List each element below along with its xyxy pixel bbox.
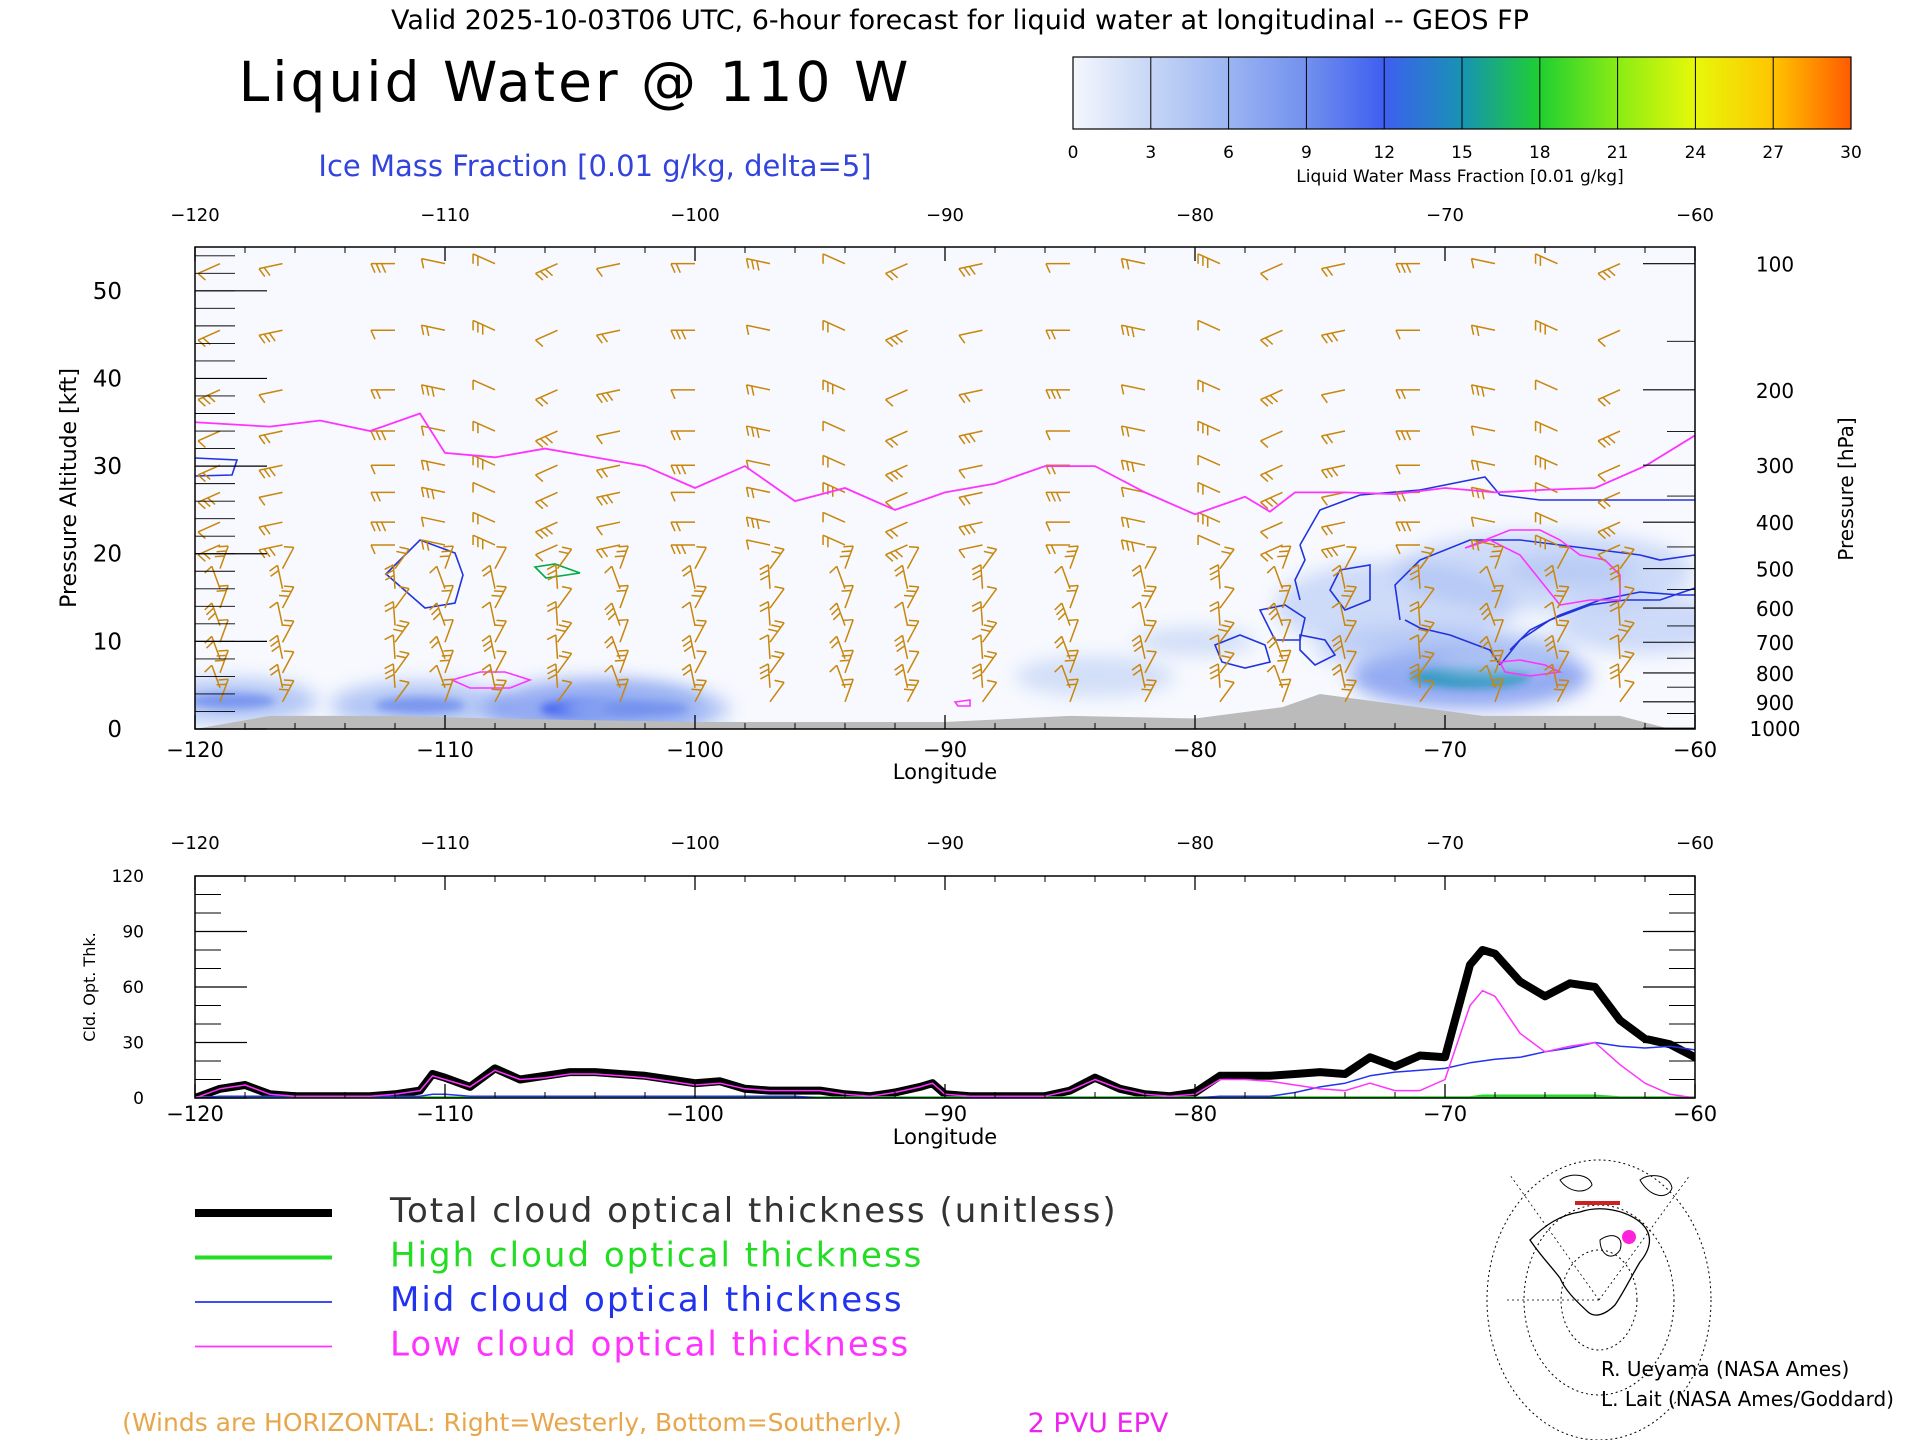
colorbar-tick-label: 6: [1223, 143, 1234, 163]
lower-x-tick-label-top: −80: [1176, 833, 1214, 854]
pressure-tick-label: 300: [1756, 454, 1794, 478]
colorbar-swatch: [1229, 57, 1307, 129]
liquid-water-blob: [1555, 594, 1735, 654]
lower-x-tick-label-top: −60: [1676, 833, 1714, 854]
liquid-water-core: [603, 701, 688, 716]
colorbar-label: Liquid Water Mass Fraction [0.01 g/kg]: [1296, 167, 1623, 187]
lower-x-tick-label: −120: [166, 1102, 224, 1126]
valid-time-header: Valid 2025-10-03T06 UTC, 6-hour forecast…: [391, 5, 1529, 36]
colorbar-tick-label: 15: [1451, 143, 1473, 163]
pressure-tick-label: 500: [1756, 558, 1794, 582]
colorbar-swatch: [1540, 57, 1618, 129]
legend-label: Total cloud optical thickness (unitless): [389, 1191, 1118, 1231]
colorbar-swatch: [1462, 57, 1540, 129]
y-tick-label: 50: [93, 279, 122, 305]
colorbar-swatch: [1618, 57, 1696, 129]
colorbar-tick-label: 30: [1840, 143, 1862, 163]
cross-section-plot: −120 −120 −110 −110 −100 −100 −90 −90 −80 −80 −70 −…: [57, 205, 1858, 784]
lower-x-axis-label: Longitude: [893, 1125, 997, 1149]
lower-x-tick-label: −70: [1423, 1102, 1467, 1126]
credit-line-2: L. Lait (NASA Ames/Goddard): [1601, 1387, 1894, 1411]
lower-y-tick-label: 90: [122, 923, 144, 943]
pressure-tick-label: 700: [1756, 631, 1794, 655]
pressure-tick-label: 100: [1756, 253, 1794, 277]
x-tick-label-top: −80: [1176, 205, 1214, 226]
colorbar-swatch: [1151, 57, 1229, 129]
colorbar-tick-label: 27: [1762, 143, 1784, 163]
lower-x-tick-label: −60: [1673, 1102, 1717, 1126]
pressure-tick-label: 600: [1756, 597, 1794, 621]
lower-y-tick-label: 60: [122, 978, 144, 998]
liquid-water-core: [190, 693, 275, 708]
colorbar-swatch: [1695, 57, 1773, 129]
colorbar-swatch: [1773, 57, 1851, 129]
legend-label: Mid cloud optical thickness: [390, 1280, 904, 1320]
lower-y-tick-label: 30: [122, 1034, 144, 1054]
y-tick-label: 40: [93, 366, 122, 392]
legend: Total cloud optical thickness (unitless)…: [195, 1191, 1118, 1365]
lower-x-tick-label: −110: [416, 1102, 474, 1126]
y-axis-label-right: Pressure [hPa]: [1834, 417, 1858, 560]
colorbar-swatch: [1073, 57, 1151, 129]
pressure-tick-label: 800: [1756, 662, 1794, 686]
pressure-tick-label: 400: [1756, 511, 1794, 535]
liquid-water-core: [375, 697, 465, 713]
liquid-water-blob: [1315, 625, 1575, 675]
x-tick-label: −90: [923, 738, 967, 762]
colorbar-tick-label: 12: [1373, 143, 1395, 163]
x-tick-label: −110: [416, 738, 474, 762]
colorbar-swatch: [1306, 57, 1384, 129]
x-tick-label: −120: [166, 738, 224, 762]
colorbar: 0 3 6 9 12 15 18 21 24 27 30: [1068, 57, 1862, 163]
lower-x-tick-label-top: −90: [926, 833, 964, 854]
colorbar-tick-label: 0: [1068, 143, 1079, 163]
legend-label: High cloud optical thickness: [390, 1236, 923, 1276]
pressure-tick-label: 200: [1756, 379, 1794, 403]
y-tick-label: 20: [93, 542, 122, 568]
y-tick-label: 10: [93, 629, 122, 655]
lower-x-tick-label-top: −110: [420, 833, 469, 854]
colorbar-tick-label: 3: [1145, 143, 1156, 163]
x-tick-label: −70: [1423, 738, 1467, 762]
x-tick-label-top: −110: [420, 205, 469, 226]
lower-plot-background: [195, 876, 1695, 1098]
lower-x-tick-label-top: −120: [170, 833, 219, 854]
colorbar-tick-label: 24: [1685, 143, 1707, 163]
y-tick-label: 30: [93, 454, 122, 480]
y-axis-label: Pressure Altitude [kft]: [57, 368, 82, 608]
chart-title: Liquid Water @ 110 W: [239, 50, 912, 114]
optical-thickness-plot: −120 −120 −110 −110 −100 −100 −90 −90 −80 −80 −70 −…: [80, 833, 1717, 1149]
chart-subtitle: Ice Mass Fraction [0.01 g/kg, delta=5]: [318, 149, 871, 183]
epv-label: 2 PVU EPV: [1028, 1408, 1169, 1439]
lower-x-tick-label: −100: [666, 1102, 724, 1126]
lower-x-tick-label-top: −100: [670, 833, 719, 854]
x-tick-label: −100: [666, 738, 724, 762]
lower-y-axis-label: Cld. Opt. Thk.: [80, 932, 99, 1041]
x-tick-label-top: −70: [1426, 205, 1464, 226]
colorbar-swatch: [1384, 57, 1462, 129]
colorbar-tick-label: 18: [1529, 143, 1551, 163]
x-tick-label-top: −60: [1676, 205, 1714, 226]
x-axis-label: Longitude: [893, 760, 997, 784]
legend-label: Low cloud optical thickness: [390, 1325, 910, 1365]
x-tick-label-top: −120: [170, 205, 219, 226]
pressure-tick-label: 1000: [1750, 717, 1801, 741]
y-tick-label: 0: [107, 717, 122, 743]
credit-line-1: R. Ueyama (NASA Ames): [1601, 1357, 1849, 1381]
x-tick-label: −80: [1173, 738, 1217, 762]
x-tick-label-top: −100: [670, 205, 719, 226]
lower-y-tick-label: 0: [133, 1089, 144, 1109]
colorbar-tick-label: 9: [1301, 143, 1312, 163]
lower-x-tick-label: −80: [1173, 1102, 1217, 1126]
lower-x-tick-label-top: −70: [1426, 833, 1464, 854]
x-tick-label: −60: [1673, 738, 1717, 762]
colorbar-tick-label: 21: [1607, 143, 1629, 163]
winds-note: (Winds are HORIZONTAL: Right=Westerly, B…: [122, 1408, 902, 1437]
lower-y-tick-label: 120: [112, 867, 144, 887]
x-tick-label-top: −90: [926, 205, 964, 226]
lower-x-tick-label: −90: [923, 1102, 967, 1126]
pressure-tick-label: 900: [1756, 691, 1794, 715]
